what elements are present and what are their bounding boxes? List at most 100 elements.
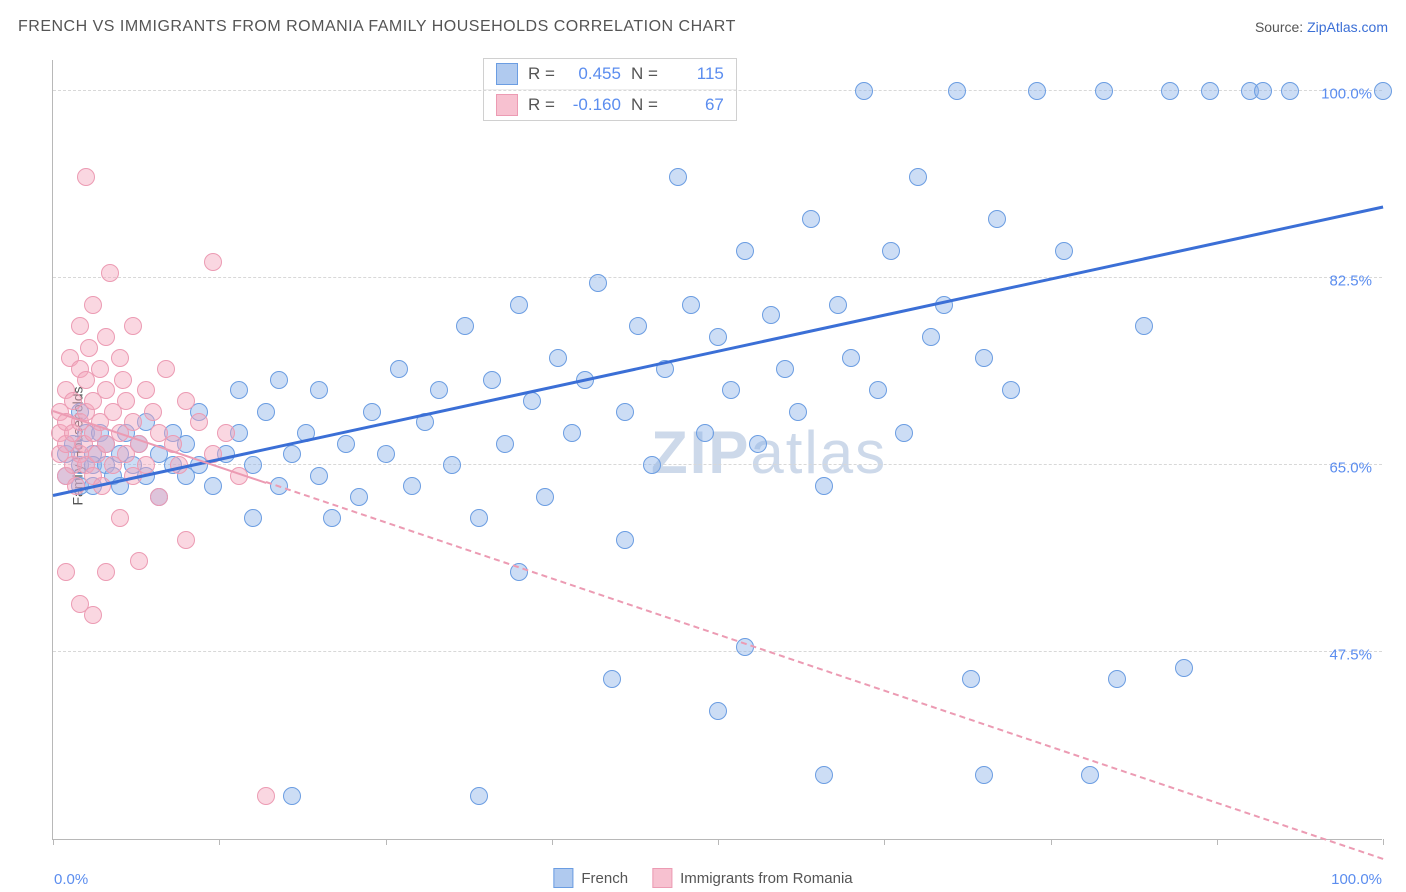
source-attribution: Source: ZipAtlas.com [1255, 19, 1388, 35]
r-value: 0.455 [565, 64, 621, 84]
data-point [1081, 766, 1099, 784]
r-label: R = [528, 64, 555, 84]
data-point [589, 274, 607, 292]
data-point [855, 82, 873, 100]
gridline [53, 90, 1382, 91]
source-link[interactable]: ZipAtlas.com [1307, 19, 1388, 35]
data-point [510, 296, 528, 314]
data-point [443, 456, 461, 474]
data-point [1201, 82, 1219, 100]
data-point [84, 606, 102, 624]
data-point [230, 381, 248, 399]
data-point [130, 552, 148, 570]
n-label: N = [631, 64, 658, 84]
data-point [91, 360, 109, 378]
data-point [882, 242, 900, 260]
data-point [270, 371, 288, 389]
data-point [1108, 670, 1126, 688]
data-point [909, 168, 927, 186]
data-point [257, 787, 275, 805]
data-point [1374, 82, 1392, 100]
data-point [603, 670, 621, 688]
data-point [217, 424, 235, 442]
legend-swatch [652, 868, 672, 888]
data-point [150, 488, 168, 506]
data-point [456, 317, 474, 335]
data-point [114, 371, 132, 389]
data-point [722, 381, 740, 399]
data-point [922, 328, 940, 346]
series-legend: French Immigrants from Romania [553, 868, 852, 888]
data-point [377, 445, 395, 463]
x-tick [1217, 839, 1218, 845]
data-point [749, 435, 767, 453]
data-point [842, 349, 860, 367]
data-point [975, 766, 993, 784]
trend-line [53, 206, 1384, 497]
data-point [1161, 82, 1179, 100]
data-point [483, 371, 501, 389]
x-tick [386, 839, 387, 845]
data-point [137, 381, 155, 399]
x-axis-max-label: 100.0% [1331, 871, 1382, 888]
data-point [204, 477, 222, 495]
legend-row: R =-0.160N =67 [484, 90, 736, 120]
y-tick-label: 47.5% [1329, 647, 1372, 664]
n-value: 67 [668, 95, 724, 115]
data-point [283, 787, 301, 805]
data-point [117, 392, 135, 410]
data-point [204, 253, 222, 271]
data-point [1175, 659, 1193, 677]
data-point [962, 670, 980, 688]
data-point [948, 82, 966, 100]
data-point [549, 349, 567, 367]
gridline [53, 277, 1382, 278]
data-point [709, 328, 727, 346]
data-point [1135, 317, 1153, 335]
gridline [53, 651, 1382, 652]
data-point [696, 424, 714, 442]
data-point [789, 403, 807, 421]
data-point [97, 328, 115, 346]
data-point [124, 317, 142, 335]
data-point [124, 413, 142, 431]
data-point [244, 509, 262, 527]
data-point [709, 702, 727, 720]
data-point [815, 766, 833, 784]
y-tick-label: 65.0% [1329, 460, 1372, 477]
data-point [97, 563, 115, 581]
data-point [403, 477, 421, 495]
data-point [337, 435, 355, 453]
x-tick [1051, 839, 1052, 845]
n-value: 115 [668, 64, 724, 84]
source-prefix: Source: [1255, 19, 1307, 35]
legend-item: Immigrants from Romania [652, 868, 853, 888]
data-point [470, 509, 488, 527]
data-point [616, 531, 634, 549]
data-point [869, 381, 887, 399]
x-tick [884, 839, 885, 845]
data-point [390, 360, 408, 378]
n-label: N = [631, 95, 658, 115]
data-point [895, 424, 913, 442]
data-point [190, 413, 208, 431]
data-point [815, 477, 833, 495]
data-point [363, 403, 381, 421]
data-point [84, 296, 102, 314]
data-point [1281, 82, 1299, 100]
data-point [101, 264, 119, 282]
data-point [1028, 82, 1046, 100]
x-tick [552, 839, 553, 845]
data-point [1002, 381, 1020, 399]
x-tick [718, 839, 719, 845]
data-point [1095, 82, 1113, 100]
data-point [350, 488, 368, 506]
data-point [536, 488, 554, 506]
watermark: ZIPatlas [651, 418, 887, 487]
data-point [144, 403, 162, 421]
x-tick [1383, 839, 1384, 845]
data-point [1254, 82, 1272, 100]
legend-item: French [553, 868, 628, 888]
trend-line [265, 481, 1383, 860]
data-point [616, 403, 634, 421]
